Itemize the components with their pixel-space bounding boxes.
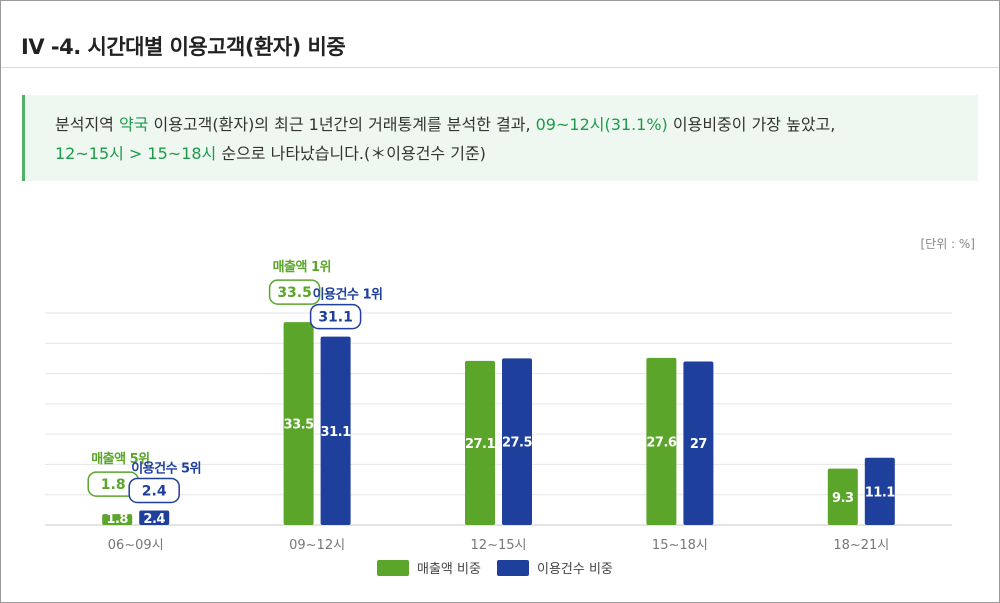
bar-value-label: 27.1 xyxy=(465,437,496,452)
bar-value-label: 27.6 xyxy=(646,435,677,450)
summary-text-1: 분석지역 xyxy=(55,115,119,134)
callout-value: 31.1 xyxy=(318,310,353,326)
callout-badge xyxy=(309,303,362,330)
bar-sales xyxy=(646,357,677,525)
legend-label: 매출액 비중 xyxy=(417,562,481,577)
legend-swatch xyxy=(497,560,529,576)
bar-value-label: 27.5 xyxy=(502,436,533,451)
bar-value-label: 9.3 xyxy=(832,491,854,506)
bar-sales xyxy=(283,322,314,525)
summary-region: 약국 xyxy=(118,115,149,134)
summary-text-4: 순으로 나타났습니다.(＊이용건수 기준) xyxy=(216,144,486,163)
bar-value-label: 2.4 xyxy=(143,512,165,527)
callout-label: 이용건수 1위 xyxy=(313,287,383,303)
summary-box: 분석지역 약국 이용고객(환자)의 최근 1년간의 거래통계를 분석한 결과, … xyxy=(22,95,978,181)
bar-value-label: 1.8 xyxy=(106,512,128,527)
bar-value-label: 11.1 xyxy=(865,485,896,500)
callout-value: 33.5 xyxy=(277,285,312,301)
callout-badge xyxy=(128,477,180,504)
bar-value-label: 33.5 xyxy=(284,418,315,433)
callout-label: 이용건수 5위 xyxy=(131,460,201,476)
bar-value-label: 27 xyxy=(690,437,708,452)
callout-label: 매출액 1위 xyxy=(273,259,331,275)
summary-text-3: 이용비중이 가장 높았고, xyxy=(667,115,836,134)
title-divider xyxy=(1,67,999,68)
unit-label: [단위 : %] xyxy=(920,237,975,251)
bar-sales xyxy=(827,468,858,525)
callout-value: 2.4 xyxy=(142,483,167,499)
x-tick-label: 12~15시 xyxy=(471,538,527,553)
summary-top-slot: 09~12시(31.1%) xyxy=(535,115,668,134)
bar-value-label: 31.1 xyxy=(321,425,352,440)
callout-badge xyxy=(268,279,321,305)
callout-label: 매출액 5위 xyxy=(91,451,149,467)
x-tick-label: 15~18시 xyxy=(652,538,708,553)
bar-count xyxy=(320,336,351,525)
x-tick-label: 06~09시 xyxy=(108,538,164,553)
bar-count xyxy=(864,457,895,525)
summary-ranking: 12~15시 > 15~18시 xyxy=(55,144,217,163)
summary-text-2: 이용고객(환자)의 최근 1년간의 거래통계를 분석한 결과, xyxy=(148,115,536,134)
bar-count xyxy=(683,361,714,525)
legend-swatch xyxy=(377,560,409,576)
x-tick-label: 18~21시 xyxy=(833,538,889,553)
legend-label: 이용건수 비중 xyxy=(537,562,613,577)
bar-sales xyxy=(465,360,495,525)
bar-sales xyxy=(102,514,133,525)
callout-value: 1.8 xyxy=(101,477,126,493)
bar-count xyxy=(502,358,532,525)
x-tick-label: 09~12시 xyxy=(289,538,345,553)
page-title: IV -4. 시간대별 이용고객(환자) 비중 xyxy=(21,35,346,59)
bar-count xyxy=(139,510,170,525)
